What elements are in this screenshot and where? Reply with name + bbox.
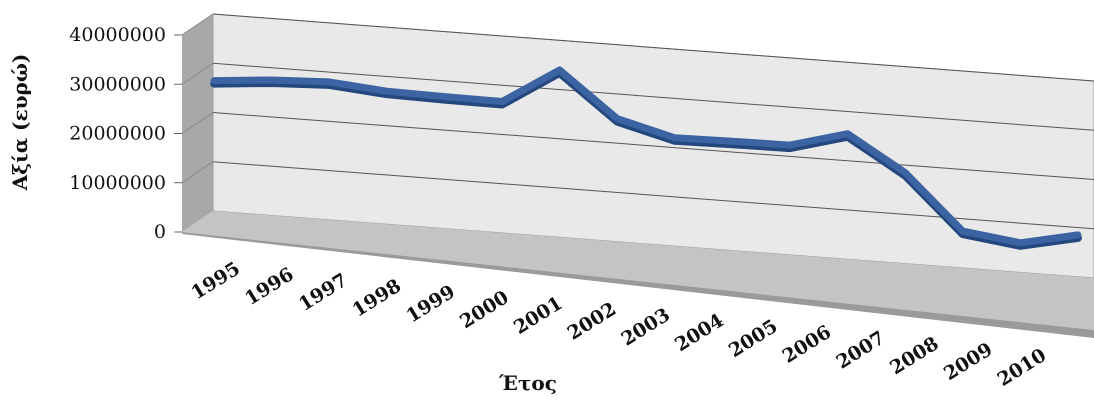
gridline: [212, 13, 1094, 82]
x-tick-label: 1995: [187, 258, 244, 305]
floor-edge: [182, 232, 1094, 338]
y-axis-title: Αξία (ευρώ): [8, 54, 32, 192]
y-axis-ticks: 0 10000000 20000000 30000000 40000000: [69, 24, 182, 243]
gridline: [212, 112, 1094, 180]
x-tick-label: 2001: [510, 292, 567, 339]
side-gridline: [181, 13, 214, 36]
x-tick-label: 2008: [886, 333, 943, 380]
x-tick-label: 1996: [241, 263, 298, 310]
y-tick-label: 10000000: [69, 172, 166, 194]
side-gridline: [181, 62, 214, 85]
gridline: [212, 62, 1094, 131]
x-tick-label: 1998: [349, 275, 406, 322]
x-tick-label: 2010: [994, 344, 1051, 391]
x-tick-label: 1999: [402, 281, 459, 328]
x-tick-label: 2000: [456, 286, 513, 333]
x-tick-label: 2002: [564, 298, 621, 345]
x-tick-label: 2009: [940, 338, 997, 385]
side-gridline: [181, 161, 214, 184]
y-tick-label: 30000000: [69, 73, 166, 95]
x-tick-label: 2007: [832, 327, 889, 374]
y-tick-label: 0: [154, 221, 166, 243]
x-axis-title: Έτος: [498, 371, 557, 395]
gridlines: [181, 13, 1094, 230]
x-tick-label: 2005: [725, 315, 782, 362]
side-gridline: [181, 112, 214, 134]
x-tick-label: 2004: [671, 309, 728, 356]
x-tick-label: 1997: [295, 269, 352, 316]
floor: [182, 211, 1094, 330]
x-tick-label: 2006: [779, 321, 836, 368]
y-tick-label: 40000000: [69, 24, 166, 46]
series-layer: [210, 66, 1082, 250]
y-tick-label: 20000000: [69, 123, 166, 145]
x-tick-label: 2003: [617, 304, 674, 351]
series-line: [210, 66, 1082, 247]
